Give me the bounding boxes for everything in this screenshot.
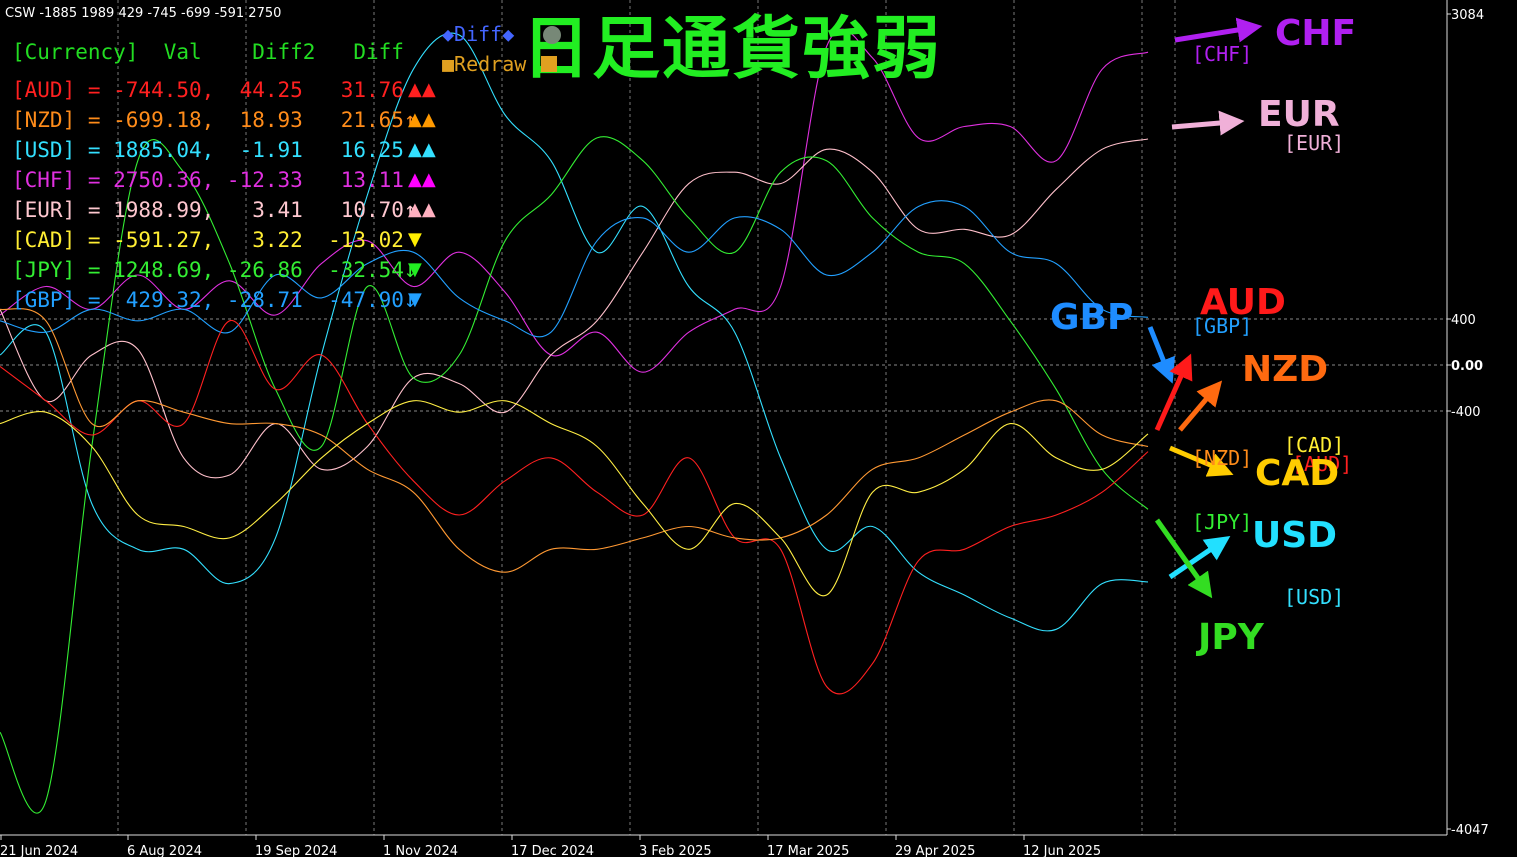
- arrow-chf: [1174, 17, 1263, 43]
- currency-tag-gbp: [GBP]: [1192, 314, 1253, 338]
- series-line-usd: [0, 32, 1149, 632]
- table-row-jpy: [JPY] = 1248.69, -26.86 -32.54↓: [12, 258, 417, 282]
- trend-indicator-nzd: ▲▲: [408, 109, 436, 130]
- arrow-jpy: [1154, 518, 1213, 599]
- x-tick-label: 12 Jun 2025: [1023, 844, 1101, 857]
- series-line-cad: [0, 400, 1149, 597]
- direction-arrows: [1147, 17, 1263, 599]
- table-header: [Currency] Val Diff2 Diff: [12, 40, 404, 64]
- currency-tag-chf: [CHF]: [1192, 42, 1253, 66]
- chart-header: CSW -1885 1989 429 -745 -699 -591 2750: [5, 6, 282, 21]
- x-tick-label: 17 Mar 2025: [767, 844, 849, 857]
- table-row-eur: [EUR] = 1988.99, 3.41 10.70↑: [12, 198, 417, 222]
- series-lines: [0, 28, 1149, 814]
- currency-tag-usd: [USD]: [1284, 585, 1345, 609]
- trend-indicator-gbp: ▼: [408, 289, 422, 310]
- currency-label-cad: CAD: [1255, 453, 1340, 494]
- chart-grid: [0, 0, 1447, 835]
- toggle-circle-icon[interactable]: [543, 26, 561, 44]
- y-tick-label: -4047: [1451, 823, 1489, 838]
- y-tick-label: 400: [1451, 313, 1476, 328]
- currency-label-nzd: NZD: [1242, 349, 1329, 390]
- arrow-nzd: [1178, 380, 1223, 432]
- currency-label-usd: USD: [1252, 515, 1338, 556]
- table-row-usd: [USD] = 1885.04, -1.91 16.25: [12, 138, 417, 162]
- currency-tag-aud: [AUD]: [1292, 452, 1353, 476]
- x-tick-label: 3 Feb 2025: [639, 844, 712, 857]
- x-tick-label: 19 Sep 2024: [255, 844, 337, 857]
- arrow-cad: [1169, 445, 1234, 477]
- trend-indicator-usd: ▲▲: [408, 139, 436, 160]
- currency-label-jpy: JPY: [1198, 617, 1264, 658]
- currency-label-gbp: GBP: [1050, 297, 1134, 338]
- currency-label-aud: AUD: [1200, 282, 1286, 323]
- trend-indicator-eur: ▲▲: [408, 199, 436, 220]
- redraw-button[interactable]: ■Redraw: [442, 52, 527, 76]
- series-line-eur: [0, 138, 1149, 479]
- arrow-aud: [1154, 353, 1193, 432]
- y-tick-label: 3084: [1451, 8, 1484, 23]
- arrow-usd: [1168, 535, 1231, 580]
- currency-label-eur: EUR: [1258, 94, 1340, 135]
- diff-button[interactable]: ◆Diff◆: [442, 22, 515, 46]
- y-tick-label: -400: [1451, 405, 1481, 420]
- currency-label-chf: CHF: [1275, 13, 1357, 54]
- series-line-jpy: [0, 136, 1149, 814]
- table-row-cad: [CAD] = -591.27, 3.22 -13.02: [12, 228, 417, 252]
- currency-tag-eur: [EUR]: [1284, 131, 1345, 155]
- trend-indicator-jpy: ▼: [408, 259, 422, 280]
- x-tick-label: 17 Dec 2024: [511, 844, 594, 857]
- table-row-nzd: [NZD] = -699.18, 18.93 21.65↑: [12, 108, 417, 132]
- series-line-chf: [0, 28, 1149, 373]
- trend-indicator-cad: ▼: [408, 229, 422, 250]
- arrow-gbp: [1147, 326, 1175, 384]
- table-row-aud: [AUD] = -744.50, 44.25 31.76: [12, 78, 417, 102]
- trend-indicator-chf: ▲▲: [408, 169, 436, 190]
- x-tick-label: 29 Apr 2025: [895, 844, 975, 857]
- series-line-aud: [0, 320, 1149, 695]
- arrow-eur: [1171, 110, 1245, 136]
- series-line-nzd: [0, 308, 1149, 573]
- table-row-gbp: [GBP] = 429.32, -28.71 -47.90↓: [12, 288, 417, 312]
- currency-tag-cad: [CAD]: [1284, 433, 1345, 457]
- currency-tag-nzd: [NZD]: [1192, 446, 1253, 470]
- table-row-chf: [CHF] = 2750.36, -12.33 13.11: [12, 168, 417, 192]
- series-line-gbp: [0, 200, 1149, 338]
- chart-title: 日足通貨強弱: [522, 10, 943, 89]
- x-tick-label: 21 Jun 2024: [0, 844, 78, 857]
- x-tick-label: 6 Aug 2024: [127, 844, 202, 857]
- redraw-square-icon[interactable]: [541, 56, 557, 72]
- x-tick-label: 1 Nov 2024: [383, 844, 458, 857]
- currency-tag-jpy: [JPY]: [1192, 510, 1253, 534]
- y-tick-label: 0.00: [1451, 359, 1483, 374]
- trend-indicator-aud: ▲▲: [408, 79, 436, 100]
